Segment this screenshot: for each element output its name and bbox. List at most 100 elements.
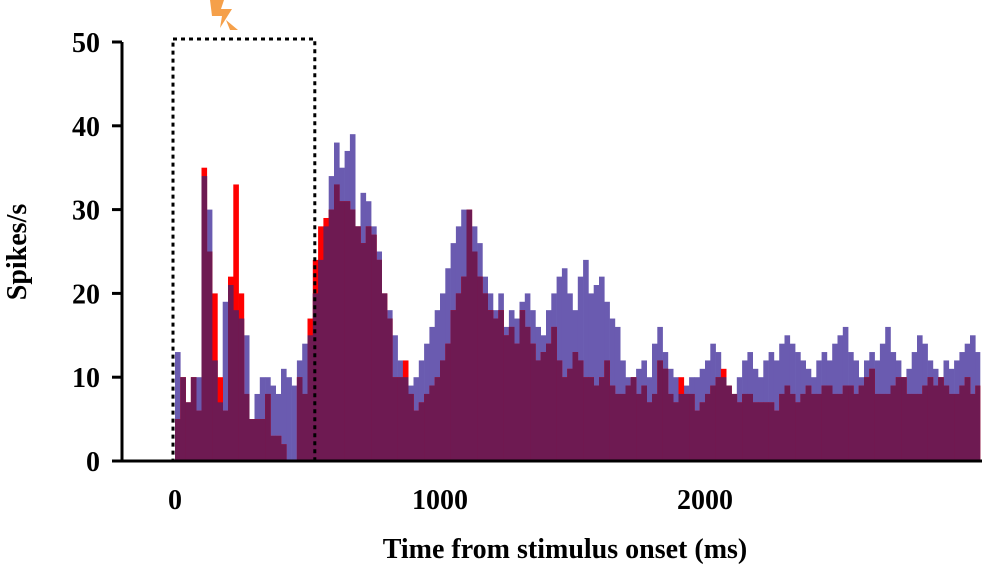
overlap-bar [222,410,229,461]
overlap-bar [678,393,685,461]
overlap-bar [275,435,282,461]
overlap-bar [408,393,414,461]
overlap-bar [392,377,398,461]
overlap-bar [265,393,271,461]
overlap-bar [540,352,547,461]
overlap-bar [508,326,515,461]
overlap-bar [932,385,939,461]
overlap-bar [323,226,329,461]
y-tick-label: 0 [86,447,100,478]
overlap-bar [397,377,404,461]
overlap-bar [249,419,255,461]
overlap-bar [243,393,250,461]
overlap-bar [667,393,674,461]
overlap-bar [694,410,700,461]
overlap-bar [625,385,632,461]
overlap-bar [662,368,669,461]
overlap-bar [652,393,658,461]
overlap-bar [779,393,785,461]
overlap-bar [477,276,483,461]
blue-bar [275,393,282,461]
overlap-bar [943,385,950,461]
overlap-bar [413,410,420,461]
overlap-bar [811,393,817,461]
overlap-bar [917,393,923,461]
overlap-bar [895,377,902,461]
overlap-bar [885,393,891,461]
overlap-bar [588,377,594,461]
overlap-bar [593,385,600,461]
overlap-bar [572,352,579,461]
overlap-bar [773,410,780,461]
overlap-bar [556,360,563,461]
overlap-bar [821,385,828,461]
blue-bar [286,377,292,461]
overlap-bar [853,393,859,461]
overlap-bar [858,385,865,461]
overlap-bar [503,335,510,461]
overlap-bar [599,377,605,461]
overlap-bar [864,377,870,461]
overlap-bar [440,360,446,461]
overlap-bar [270,435,276,461]
overlap-bar [837,393,844,461]
x-tick-label: 2000 [677,485,733,516]
overlap-bar [371,234,377,461]
blue-bar [593,285,600,461]
overlap-bar [228,285,234,461]
overlap-bar [906,393,912,461]
x-axis-label: Time from stimulus onset (ms) [383,534,748,565]
overlap-bar [296,377,303,461]
blue-bar [583,259,589,461]
overlap-bar [180,377,186,461]
overlap-bar [784,385,791,461]
overlap-bar [360,243,367,461]
overlap-bar [307,335,314,461]
overlap-bar [874,393,881,461]
overlap-bar [657,360,663,461]
y-tick-label: 40 [72,112,100,143]
overlap-bar [731,393,738,461]
overlap-bar [848,385,854,461]
overlap-bar [869,368,875,461]
overlap-bar [233,310,239,461]
overlap-bar [328,209,335,461]
overlap-bar [927,377,934,461]
overlap-bar [705,393,711,461]
overlap-bar [938,377,944,461]
x-tick-group: 0 1000 2000 [168,485,733,516]
overlap-bar [381,293,388,461]
overlap-bar [948,393,955,461]
overlap-bar [445,343,451,461]
overlap-bar [349,209,356,461]
blue-bar [281,368,287,461]
overlap-bar [561,377,568,461]
x-tick-label: 0 [168,485,182,516]
overlap-bar [922,385,928,461]
overlap-bar [424,393,430,461]
overlap-bar [901,377,907,461]
overlap-bar [683,393,690,461]
overlap-bar [630,377,637,461]
overlap-bar [577,360,584,461]
overlap-bar [302,393,308,461]
overlap-bar [535,360,541,461]
overlap-bar [519,310,526,461]
overlap-bar [742,393,748,461]
overlap-bar [710,385,716,461]
overlap-bar [604,360,610,461]
overlap-bar [344,201,351,461]
overlap-bar [964,377,971,461]
overlap-bar [318,259,324,461]
overlap-bar [689,393,695,461]
overlap-bar [185,402,192,461]
overlap-bar [365,226,372,461]
y-tick-label: 10 [72,363,100,394]
y-tick-group: 0 10 20 30 40 50 [72,28,122,478]
overlap-bar [646,402,653,461]
overlap-bar [609,385,616,461]
stimulus-window-box [171,37,317,463]
overlap-bar [259,419,266,461]
overlap-bar [281,444,287,461]
overlap-bar [583,377,589,461]
